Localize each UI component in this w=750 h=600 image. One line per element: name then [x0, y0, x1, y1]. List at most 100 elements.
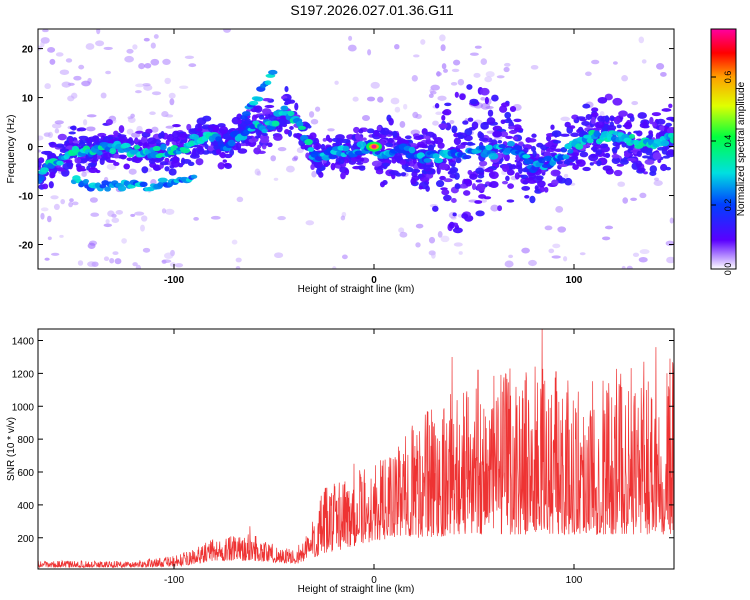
spectrogram-cell — [164, 208, 175, 215]
spectrogram-cell — [197, 123, 203, 130]
spectrogram-cell — [467, 169, 473, 176]
snr-series-line — [38, 329, 674, 569]
spectrogram-cell — [550, 169, 561, 177]
spectrogram-cell — [161, 259, 172, 264]
spectrogram-x-tick-label: 100 — [566, 275, 583, 286]
spectrogram-cell — [411, 171, 418, 178]
spectrogram-cell — [99, 157, 105, 166]
snr-x-tick-label: 0 — [371, 575, 377, 586]
spectrogram-cell — [646, 135, 653, 139]
spectrogram-cell — [115, 210, 124, 215]
spectrogram-cell — [244, 118, 252, 125]
spectrogram-cell — [666, 256, 674, 264]
snr-y-tick-label: 800 — [17, 435, 34, 446]
spectrogram-cell — [665, 166, 671, 171]
spectrogram-cell — [356, 161, 364, 165]
spectrogram-cell — [171, 159, 180, 168]
spectrogram-cell — [254, 108, 260, 112]
snr-x-tick-label: -100 — [164, 575, 184, 586]
spectrogram-cell — [500, 102, 510, 107]
spectrogram-cell — [657, 146, 665, 151]
spectrogram-cell — [328, 154, 338, 160]
spectrogram-cell — [504, 111, 512, 119]
spectrogram-cell — [387, 137, 394, 144]
spectrogram-cell — [484, 76, 493, 83]
spectrogram-cell — [429, 88, 435, 94]
spectrogram-cell — [499, 105, 508, 113]
spectrogram-cell — [508, 254, 514, 259]
spectrogram-cell — [452, 59, 461, 66]
spectrogram-cell — [637, 112, 647, 119]
spectrogram-cell — [649, 171, 657, 176]
spectrogram-cell — [469, 52, 479, 56]
spectrogram-cell — [465, 179, 473, 187]
spectrogram-cell — [531, 133, 537, 138]
spectrogram-cell — [54, 120, 64, 125]
spectrogram-cell — [394, 43, 400, 50]
spectrogram-cell — [403, 103, 408, 110]
spectrogram-cell — [92, 135, 100, 141]
spectrogram-cell — [138, 142, 143, 147]
spectrogram-cell — [380, 127, 390, 136]
spectrogram-cell — [602, 165, 613, 171]
spectrogram-cell — [57, 133, 67, 141]
spectrogram-cell — [483, 168, 494, 173]
spectrogram-cell — [621, 265, 626, 269]
spectrogram-cell — [100, 92, 107, 99]
spectrogram-cell — [556, 160, 563, 165]
spectrogram-cell — [595, 149, 603, 156]
spectrogram-cell — [551, 130, 562, 138]
spectrogram-cell — [371, 160, 382, 167]
spectrogram-cell — [459, 93, 466, 101]
spectrogram-cell — [111, 217, 120, 223]
spectrogram-cell — [87, 261, 96, 267]
spectrogram-cell — [450, 82, 458, 86]
spectrogram-cell — [666, 149, 674, 156]
spectrogram-cell — [423, 158, 432, 163]
spectrogram-cell — [524, 177, 534, 181]
spectrogram-cell — [474, 200, 483, 204]
spectrogram-cell — [590, 116, 596, 125]
spectrogram-cell — [89, 197, 98, 203]
spectrogram-cell — [537, 180, 546, 188]
spectrogram-cell — [327, 128, 335, 132]
spectrogram-cell — [352, 96, 359, 102]
spectrogram-cell — [160, 143, 167, 151]
spectrogram-cell — [261, 128, 268, 134]
spectrogram-cell — [489, 171, 499, 179]
spectrogram-cell — [516, 161, 523, 168]
spectrogram-cell — [283, 98, 290, 102]
spectrogram-cell — [248, 100, 259, 106]
spectrogram-cell — [667, 132, 674, 139]
spectrogram-cell — [178, 85, 189, 90]
spectrogram-cell — [440, 44, 446, 52]
spectrogram-cell — [451, 125, 458, 134]
spectrogram-cell — [121, 238, 127, 244]
spectrogram-cell — [432, 205, 439, 212]
spectrogram-cell — [639, 192, 647, 199]
spectrogram-cell — [631, 101, 639, 106]
spectrogram-cell — [355, 133, 361, 141]
spectrogram-cell — [583, 134, 593, 139]
spectrogram-cell — [616, 124, 622, 129]
spectrogram-cell — [85, 43, 95, 50]
spectrogram-cell — [563, 256, 568, 262]
spectrogram-cell — [235, 257, 242, 263]
spectrogram-cell — [656, 62, 665, 70]
spectrogram-cell — [497, 140, 503, 144]
spectrogram-cell — [551, 179, 559, 186]
spectrogram-cell — [379, 181, 386, 188]
spectrogram-cell — [334, 164, 341, 169]
spectrogram-cell — [195, 158, 204, 166]
spectrogram-cell — [113, 161, 120, 166]
spectrogram-cell — [164, 166, 170, 172]
spectrogram-cell — [261, 144, 267, 150]
spectrogram-cell — [284, 86, 289, 93]
spectrogram-cell — [576, 159, 586, 167]
spectrogram-cell — [466, 142, 476, 146]
spectrogram-cell — [38, 160, 42, 168]
spectrogram-cell — [551, 255, 561, 259]
spectrogram-cell — [437, 231, 443, 238]
spectrogram-cell — [223, 162, 232, 167]
